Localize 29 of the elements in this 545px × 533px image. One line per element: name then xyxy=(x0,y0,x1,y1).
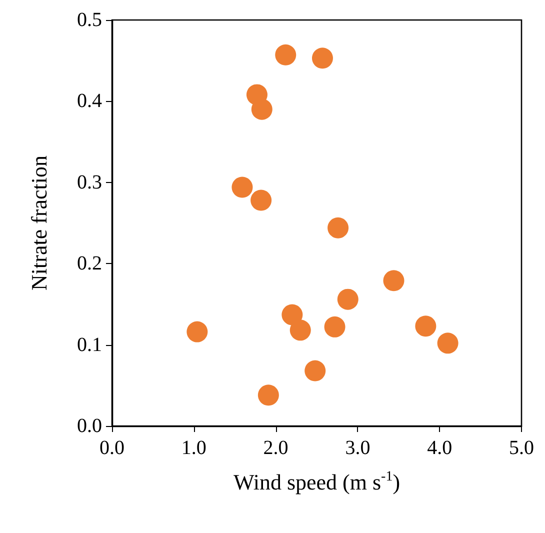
point xyxy=(232,176,253,198)
y-tick-label: 0.5 xyxy=(77,9,102,31)
point xyxy=(328,217,349,238)
x-tick-label: 0.0 xyxy=(100,437,124,459)
x-tick-label: 4.0 xyxy=(427,437,452,459)
y-tick-label: 0.3 xyxy=(77,171,102,194)
point xyxy=(415,316,436,337)
point xyxy=(250,190,272,211)
point xyxy=(304,360,326,382)
x-tick-label: 1.0 xyxy=(181,437,206,459)
y-tick-label: 0.2 xyxy=(77,252,102,275)
point xyxy=(337,288,358,310)
point xyxy=(258,384,279,406)
y-axis-title: Nitrate fraction xyxy=(26,156,52,290)
point xyxy=(383,270,404,292)
point xyxy=(251,98,272,120)
point xyxy=(312,48,333,69)
y-tick-label: 0.0 xyxy=(77,415,102,437)
y-tick-label: 0.4 xyxy=(77,90,102,112)
point xyxy=(282,304,303,326)
y-tick-label: 0.1 xyxy=(77,334,102,356)
x-tick-label: 3.0 xyxy=(345,437,370,459)
point xyxy=(290,320,311,341)
x-tick-label: 2.0 xyxy=(263,437,288,459)
point xyxy=(437,332,458,354)
point xyxy=(275,44,296,66)
x-tick-label: 5.0 xyxy=(509,437,534,459)
point xyxy=(324,316,346,338)
point xyxy=(186,321,208,342)
